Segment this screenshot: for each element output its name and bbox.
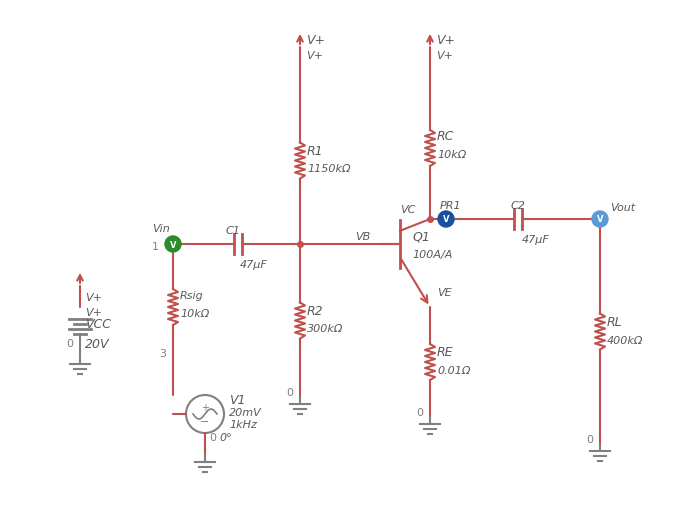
Text: 10kΩ: 10kΩ [180,308,209,318]
Circle shape [438,212,454,228]
Text: V: V [443,215,450,224]
Text: 1kHz: 1kHz [229,419,257,429]
Text: V+: V+ [306,51,323,61]
Text: 1: 1 [152,242,159,251]
Text: 47μF: 47μF [240,260,268,269]
Text: +: + [201,402,209,412]
Text: 0.01Ω: 0.01Ω [437,365,470,375]
Text: RC: RC [437,130,454,143]
Text: 3: 3 [159,348,166,358]
Text: V+: V+ [85,293,102,302]
Text: 47μF: 47μF [522,235,550,244]
Text: V: V [170,240,176,249]
Text: 1150kΩ: 1150kΩ [307,164,351,174]
Text: VC: VC [400,205,415,215]
Circle shape [592,212,608,228]
Text: V+: V+ [306,34,325,46]
Text: 20V: 20V [85,337,109,350]
Text: 0: 0 [66,338,73,348]
Circle shape [165,237,181,252]
Text: 300kΩ: 300kΩ [307,324,344,334]
Text: Q1: Q1 [412,230,430,243]
Text: 100A/A: 100A/A [412,249,452,260]
Text: PR1: PR1 [440,201,461,211]
Text: Vin: Vin [152,223,170,234]
Text: VE: VE [437,288,452,297]
Text: Rsig: Rsig [180,291,204,300]
Text: V+: V+ [85,307,102,318]
Text: 0: 0 [416,407,423,417]
Text: RE: RE [437,346,454,359]
Text: 400kΩ: 400kΩ [607,335,643,345]
Text: −: − [200,416,210,426]
Text: 20mV: 20mV [229,407,262,417]
Text: 10kΩ: 10kΩ [437,150,466,160]
Text: RL: RL [607,316,622,328]
Text: V+: V+ [436,34,455,46]
Text: R2: R2 [307,304,323,318]
Text: VCC: VCC [85,318,111,331]
Text: C2: C2 [511,201,526,211]
Text: V+: V+ [436,51,453,61]
Text: R1: R1 [307,145,323,158]
Text: 0: 0 [586,434,593,444]
Text: VB: VB [355,232,370,242]
Text: V1: V1 [229,394,245,407]
Text: Vout: Vout [610,203,635,213]
Text: 0°: 0° [219,432,231,442]
Text: 0: 0 [286,387,293,397]
Text: V: V [597,215,603,224]
Text: 0: 0 [209,432,216,442]
Text: C1: C1 [226,225,240,236]
